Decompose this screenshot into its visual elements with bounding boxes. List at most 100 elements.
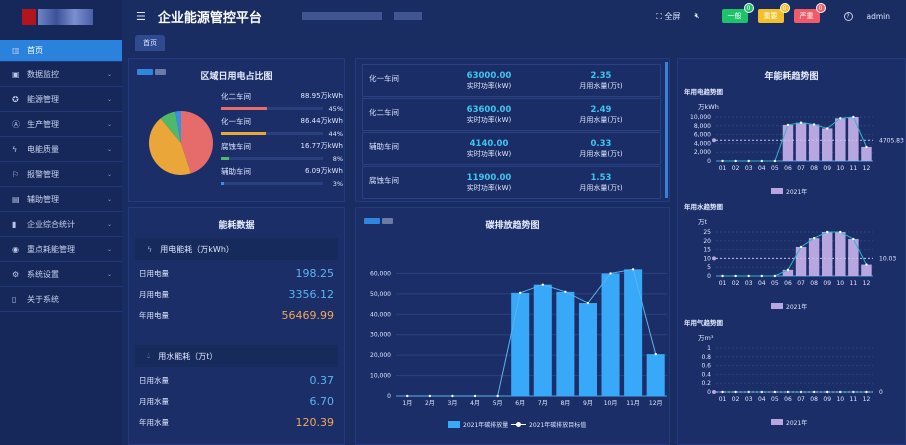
sidebar-item-4[interactable]: ϟ 电能质量 ⌄ <box>0 137 122 162</box>
pie-slice[interactable] <box>149 118 191 175</box>
bar[interactable] <box>861 146 872 161</box>
line-point <box>747 159 750 163</box>
x-tick-label: 01 <box>719 165 727 172</box>
scrollbar[interactable] <box>665 62 668 198</box>
bar[interactable] <box>578 303 597 396</box>
x-tick-label: 04 <box>758 165 766 172</box>
bar[interactable] <box>835 118 846 161</box>
alert-badge-0[interactable]: 一般 0 <box>721 3 754 23</box>
legend-swatch[interactable] <box>448 421 460 428</box>
water-stat-row: 月用水量 6.70 <box>139 395 334 408</box>
toggle-button-active[interactable] <box>364 218 380 224</box>
user-name[interactable]: admin <box>866 11 891 21</box>
x-tick-label: 8月 <box>560 400 570 407</box>
bar[interactable] <box>646 354 665 396</box>
x-tick-label: 05 <box>771 165 779 172</box>
tab-bar: 首页 <box>122 32 906 52</box>
bar[interactable] <box>601 273 620 396</box>
sidebar-item-0[interactable]: ▥ 首页 <box>0 40 122 62</box>
legend-swatch[interactable] <box>771 188 783 194</box>
y-tick-label: 0 <box>387 393 391 400</box>
x-tick-label: 05 <box>771 280 779 287</box>
legend-label: 2021年 <box>786 188 807 196</box>
sidebar-item-1[interactable]: ▣ 数据监控 ⌄ <box>0 62 122 87</box>
bar[interactable] <box>782 124 794 161</box>
bar[interactable] <box>848 239 859 276</box>
chart-title: 年用电趋势图 <box>684 88 723 96</box>
toggle-button-active[interactable] <box>137 69 153 75</box>
x-tick-label: 05 <box>771 396 779 403</box>
x-tick-label: 08 <box>810 396 818 403</box>
line-point <box>865 145 868 149</box>
pie-chart <box>149 111 213 175</box>
fullscreen-button[interactable]: ⛶ 全屏 <box>656 11 681 21</box>
x-tick-label: 12 <box>863 280 871 287</box>
bar[interactable] <box>511 292 530 396</box>
speaker-mute-icon[interactable]: 🔇︎ <box>694 11 700 20</box>
sidebar-item-3[interactable]: Ⓐ 生产管理 ⌄ <box>0 112 122 137</box>
sidebar-item-9[interactable]: ⚙ 系统设置 ⌄ <box>0 262 122 287</box>
sidebar-item-6[interactable]: ▤ 辅助管理 ⌄ <box>0 187 122 212</box>
legend-swatch[interactable] <box>771 419 783 425</box>
x-tick-label: 6月 <box>515 400 525 407</box>
sidebar-item-8[interactable]: ◉ 重点耗能管理 ⌄ <box>0 237 122 262</box>
sidebar-item-10[interactable]: ▯ 关于系统 <box>0 287 122 312</box>
chevron-down-icon: ⌄ <box>106 195 112 203</box>
line-point <box>852 237 855 241</box>
menu-toggle-icon[interactable]: ☰ <box>136 9 146 23</box>
bar[interactable] <box>624 269 643 396</box>
legend-label: 2021年 <box>786 303 807 311</box>
water-stat-row: 日用水量 0.37 <box>139 374 334 387</box>
bar[interactable] <box>808 238 820 276</box>
toggle-button[interactable] <box>382 218 393 224</box>
bar[interactable] <box>795 246 807 276</box>
key-energy-icon: ◉ <box>12 244 19 254</box>
legend-swatch[interactable] <box>771 303 783 309</box>
line-point <box>773 159 777 163</box>
bar[interactable] <box>795 122 807 161</box>
line-point <box>721 390 724 394</box>
sidebar-item-5[interactable]: ⚐ 报警管理 ⌄ <box>0 162 122 187</box>
line-point <box>747 274 750 278</box>
bar[interactable] <box>782 269 794 276</box>
bar[interactable] <box>821 128 833 161</box>
line-point <box>654 352 657 356</box>
toggle-button[interactable] <box>155 69 166 75</box>
y-tick-label: 6,000 <box>694 132 711 139</box>
alert-badge-1[interactable]: 重要 0 <box>757 3 790 23</box>
pie-slice[interactable] <box>181 111 213 174</box>
sidebar-item-2[interactable]: ✪ 能源管理 ⌄ <box>0 87 122 112</box>
workshop-row: 腐蚀车间 11900.00 实时功率(kW) 1.53 月用水量(万t) <box>362 166 661 199</box>
line-point <box>734 159 737 163</box>
bar[interactable] <box>835 232 846 276</box>
line-point <box>786 123 790 127</box>
pie-slice[interactable] <box>160 111 181 143</box>
bar[interactable] <box>848 117 859 161</box>
tab-home[interactable]: 首页 <box>135 35 165 51</box>
x-tick-label: 07 <box>797 165 805 172</box>
average-label: 4705.83 <box>879 137 904 144</box>
average-marker <box>712 138 716 143</box>
monitor-icon: ▣ <box>12 69 20 79</box>
statistics-icon: ▮ <box>12 219 17 229</box>
bar[interactable] <box>861 264 872 276</box>
bar[interactable] <box>533 284 552 396</box>
pie-slice[interactable] <box>175 111 181 143</box>
alert-badge-2[interactable]: 严重 0 <box>793 3 826 23</box>
y-tick-label: 5 <box>707 264 711 271</box>
workshop-row: 化一车间 63000.00 实时功率(kW) 2.35 月用水量(万t) <box>362 64 661 97</box>
line-point <box>451 394 454 398</box>
y-tick-label: 30,000 <box>370 332 391 339</box>
line-point <box>812 123 816 126</box>
help-icon[interactable]: ? <box>843 11 853 21</box>
chart-title: 碳排放趋势图 <box>485 221 540 231</box>
line-point <box>865 263 868 266</box>
bar[interactable] <box>808 124 820 161</box>
line-point <box>734 390 737 394</box>
bar[interactable] <box>821 232 833 276</box>
sidebar-item-7[interactable]: ▮ 企业综合统计 ⌄ <box>0 212 122 237</box>
y-axis-label: 万m³ <box>698 334 714 342</box>
bar[interactable] <box>556 291 575 396</box>
pie-legend-item: 化一车间 86.44万kWh 44% <box>221 117 343 138</box>
y-tick-label: 50,000 <box>370 291 391 298</box>
